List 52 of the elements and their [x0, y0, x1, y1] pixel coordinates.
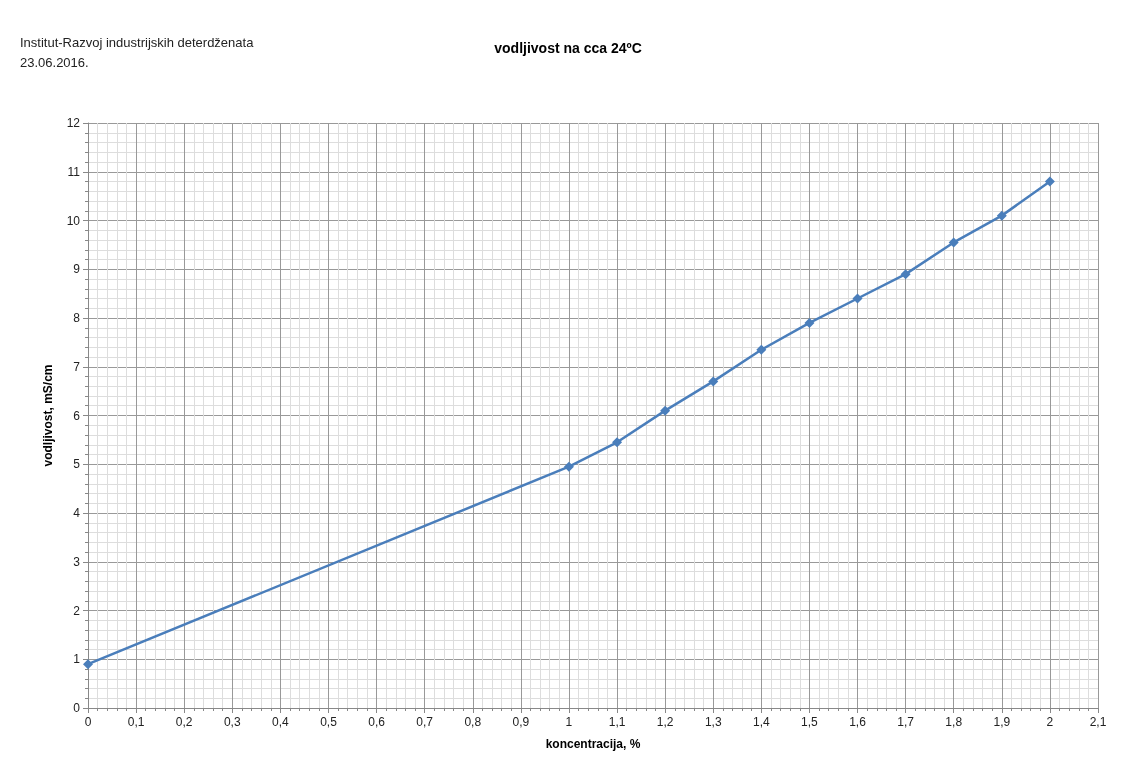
- y-tick-label: 12: [66, 116, 81, 130]
- x-tick-label: 0,7: [416, 715, 434, 729]
- point: [996, 210, 1007, 221]
- point: [612, 437, 623, 448]
- x-tick-label: 1,2: [656, 715, 674, 729]
- x-tick-label: 1,8: [945, 715, 963, 729]
- x-tick-label: 0,1: [127, 715, 145, 729]
- x-tick-label: 0,4: [272, 715, 290, 729]
- point: [1044, 176, 1055, 187]
- point: [660, 405, 671, 416]
- x-tick-label: 1: [565, 715, 573, 729]
- x-tick-label: 1,1: [608, 715, 626, 729]
- x-tick-label: 2,1: [1089, 715, 1107, 729]
- x-tick-label: 0: [84, 715, 92, 729]
- x-axis-title: koncentracija, %: [545, 737, 641, 751]
- y-tick-label: 9: [73, 262, 81, 277]
- y-tick-label: 6: [73, 408, 81, 423]
- y-tick-label: 3: [73, 554, 81, 569]
- x-tick-label: 0,8: [464, 715, 482, 729]
- y-axis-title: vodljivost, mS/cm: [41, 364, 55, 467]
- point: [852, 293, 863, 304]
- y-tick-label: 0: [73, 701, 81, 715]
- x-tick-label: 1,3: [704, 715, 722, 729]
- y-tick-label: 7: [73, 359, 81, 374]
- text: Institut-Razvoj industrijskih deterdženata: [20, 35, 255, 50]
- y-tick-label: 1: [73, 652, 81, 667]
- point: [83, 659, 93, 670]
- x-tick-label: 1,7: [897, 715, 915, 729]
- y-tick-label: 8: [73, 311, 81, 325]
- x-tick-label: 0,6: [368, 715, 386, 729]
- point: [948, 237, 959, 248]
- x-tick-label: 1,9: [993, 715, 1011, 729]
- y-tick-label: 4: [73, 506, 81, 520]
- point: [900, 269, 911, 280]
- y-tick-label: 10: [66, 213, 81, 228]
- x-tick-label: 1,6: [849, 715, 867, 729]
- x-tick-label: 1,5: [801, 715, 819, 729]
- x-tick-label: 2: [1046, 715, 1054, 729]
- x-tick-label: 0,9: [512, 715, 530, 729]
- chart-title: vodljivost na cca 24ºC: [494, 40, 642, 56]
- y-tick-label: 2: [73, 603, 81, 618]
- y-tick-label: 11: [67, 164, 81, 179]
- x-tick-label: 0,5: [320, 715, 338, 729]
- point: [756, 344, 767, 355]
- x-tick-label: 1,4: [752, 715, 770, 729]
- point: [804, 317, 815, 328]
- point: [563, 461, 574, 472]
- x-tick-label: 0,2: [175, 715, 193, 729]
- point: [708, 376, 719, 387]
- text: 23.06.2016.: [20, 55, 89, 70]
- y-tick-label: 5: [73, 457, 81, 472]
- x-tick-label: 0,3: [223, 715, 241, 729]
